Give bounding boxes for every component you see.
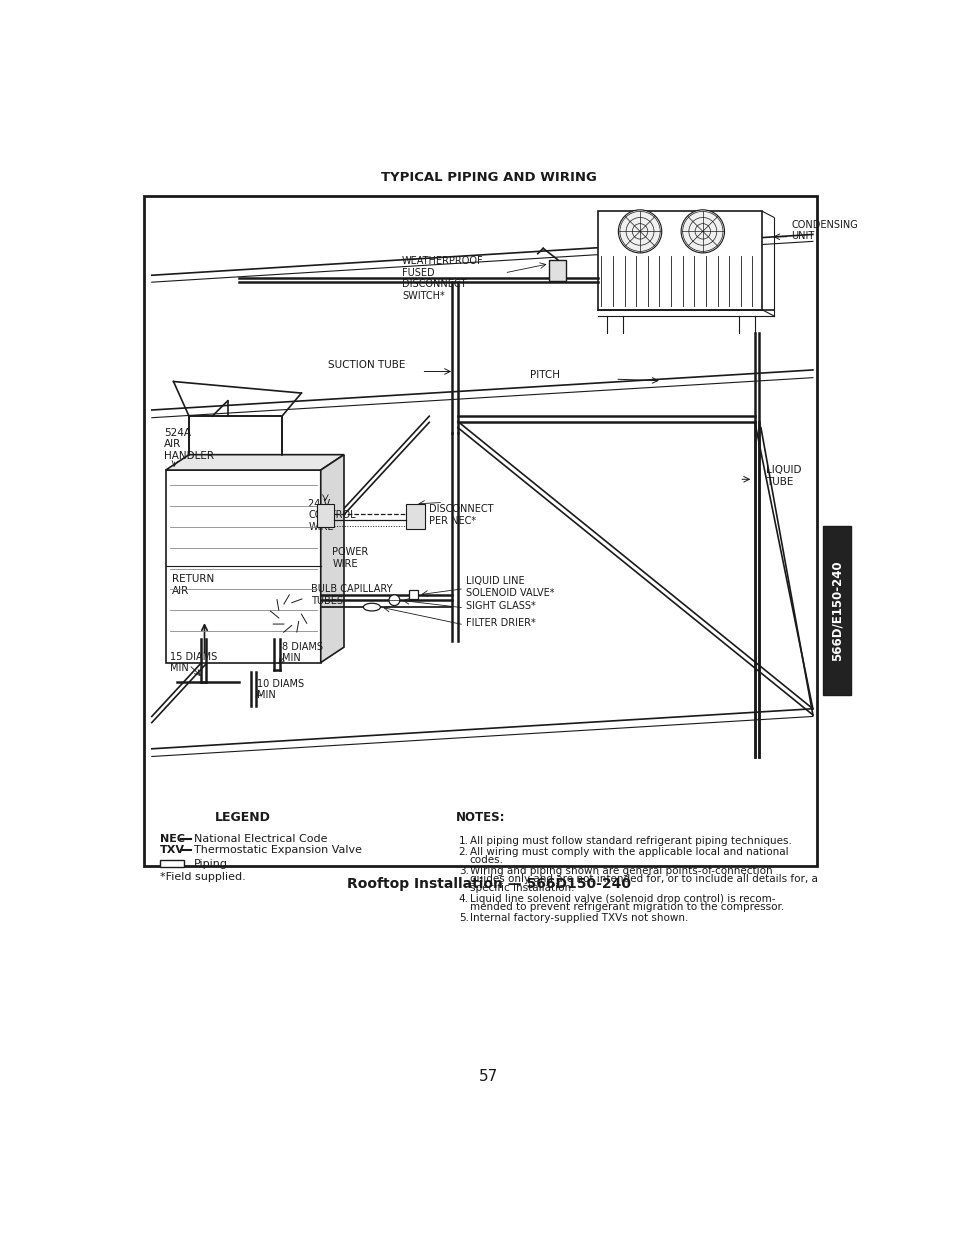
Text: Internal factory-supplied TXVs not shown.: Internal factory-supplied TXVs not shown… xyxy=(469,913,687,923)
Text: FILTER DRIER*: FILTER DRIER* xyxy=(466,619,536,629)
Text: WEATHERPROOF
FUSED
DISCONNECT
SWITCH*: WEATHERPROOF FUSED DISCONNECT SWITCH* xyxy=(402,256,483,301)
Text: RETURN
AIR: RETURN AIR xyxy=(172,574,214,595)
Text: 5.: 5. xyxy=(458,913,468,923)
Text: Rooftop Installation — 566D150-240: Rooftop Installation — 566D150-240 xyxy=(347,877,630,890)
Text: CONDENSING
UNIT: CONDENSING UNIT xyxy=(790,220,857,241)
Text: LIQUID LINE
SOLENOID VALVE*: LIQUID LINE SOLENOID VALVE* xyxy=(466,577,555,598)
Text: 4.: 4. xyxy=(458,894,468,904)
Bar xyxy=(159,860,184,867)
Text: POWER
WIRE: POWER WIRE xyxy=(332,547,368,568)
Circle shape xyxy=(680,210,723,253)
Text: Piping: Piping xyxy=(193,858,228,868)
Text: 15 DIAMS
MIN: 15 DIAMS MIN xyxy=(170,652,216,673)
Polygon shape xyxy=(166,471,320,662)
Text: All wiring must comply with the applicable local and national: All wiring must comply with the applicab… xyxy=(469,846,787,857)
Text: DISCONNECT
PER NEC*: DISCONNECT PER NEC* xyxy=(429,504,494,526)
Text: 1.: 1. xyxy=(458,836,468,846)
Text: All piping must follow standard refrigerant piping techniques.: All piping must follow standard refriger… xyxy=(469,836,791,846)
Bar xyxy=(409,590,418,599)
Text: NOTES:: NOTES: xyxy=(456,811,505,824)
Text: codes.: codes. xyxy=(469,855,503,864)
Text: SUCTION TUBE: SUCTION TUBE xyxy=(328,361,405,370)
Circle shape xyxy=(618,210,661,253)
Bar xyxy=(316,504,334,527)
Text: 10 DIAMS
MIN: 10 DIAMS MIN xyxy=(257,679,304,700)
Text: 8 DIAMS
MIN: 8 DIAMS MIN xyxy=(282,642,323,663)
Text: Liquid line solenoid valve (solenoid drop control) is recom-: Liquid line solenoid valve (solenoid dro… xyxy=(469,894,774,904)
Text: LEGEND: LEGEND xyxy=(215,811,271,824)
Text: LIQUID
TUBE: LIQUID TUBE xyxy=(765,466,801,487)
Text: 524A
AIR
HANDLER: 524A AIR HANDLER xyxy=(164,427,214,461)
Text: BULB CAPILLARY
TUBES: BULB CAPILLARY TUBES xyxy=(311,584,393,605)
Text: NEC: NEC xyxy=(159,834,184,844)
Text: Wiring and piping shown are general points-of-connection: Wiring and piping shown are general poin… xyxy=(469,866,771,876)
Text: National Electrical Code: National Electrical Code xyxy=(193,834,327,844)
Text: 24 V
CONTROL
WIRE: 24 V CONTROL WIRE xyxy=(308,499,355,532)
Text: PITCH: PITCH xyxy=(530,369,559,379)
Bar xyxy=(549,259,566,282)
Text: TXV: TXV xyxy=(159,846,184,856)
Text: 566D/E150-240: 566D/E150-240 xyxy=(829,559,842,661)
Text: mended to prevent refrigerant migration to the compressor.: mended to prevent refrigerant migration … xyxy=(469,902,783,911)
Text: guides only and are not intended for, or to include all details for, a: guides only and are not intended for, or… xyxy=(469,874,817,884)
Text: SIGHT GLASS*: SIGHT GLASS* xyxy=(466,601,536,611)
Text: Thermostatic Expansion Valve: Thermostatic Expansion Valve xyxy=(193,846,361,856)
Text: specific installation.: specific installation. xyxy=(469,883,574,893)
Circle shape xyxy=(389,595,399,605)
Text: 57: 57 xyxy=(478,1068,498,1083)
Text: 3.: 3. xyxy=(458,866,468,876)
Polygon shape xyxy=(166,454,344,471)
Text: *Field supplied.: *Field supplied. xyxy=(159,872,245,882)
Polygon shape xyxy=(320,454,344,662)
Bar xyxy=(822,526,850,695)
Bar xyxy=(144,196,816,866)
Text: 2.: 2. xyxy=(458,846,468,857)
Polygon shape xyxy=(598,211,761,310)
Text: TYPICAL PIPING AND WIRING: TYPICAL PIPING AND WIRING xyxy=(380,170,597,184)
Ellipse shape xyxy=(363,603,380,611)
Bar xyxy=(406,504,425,529)
